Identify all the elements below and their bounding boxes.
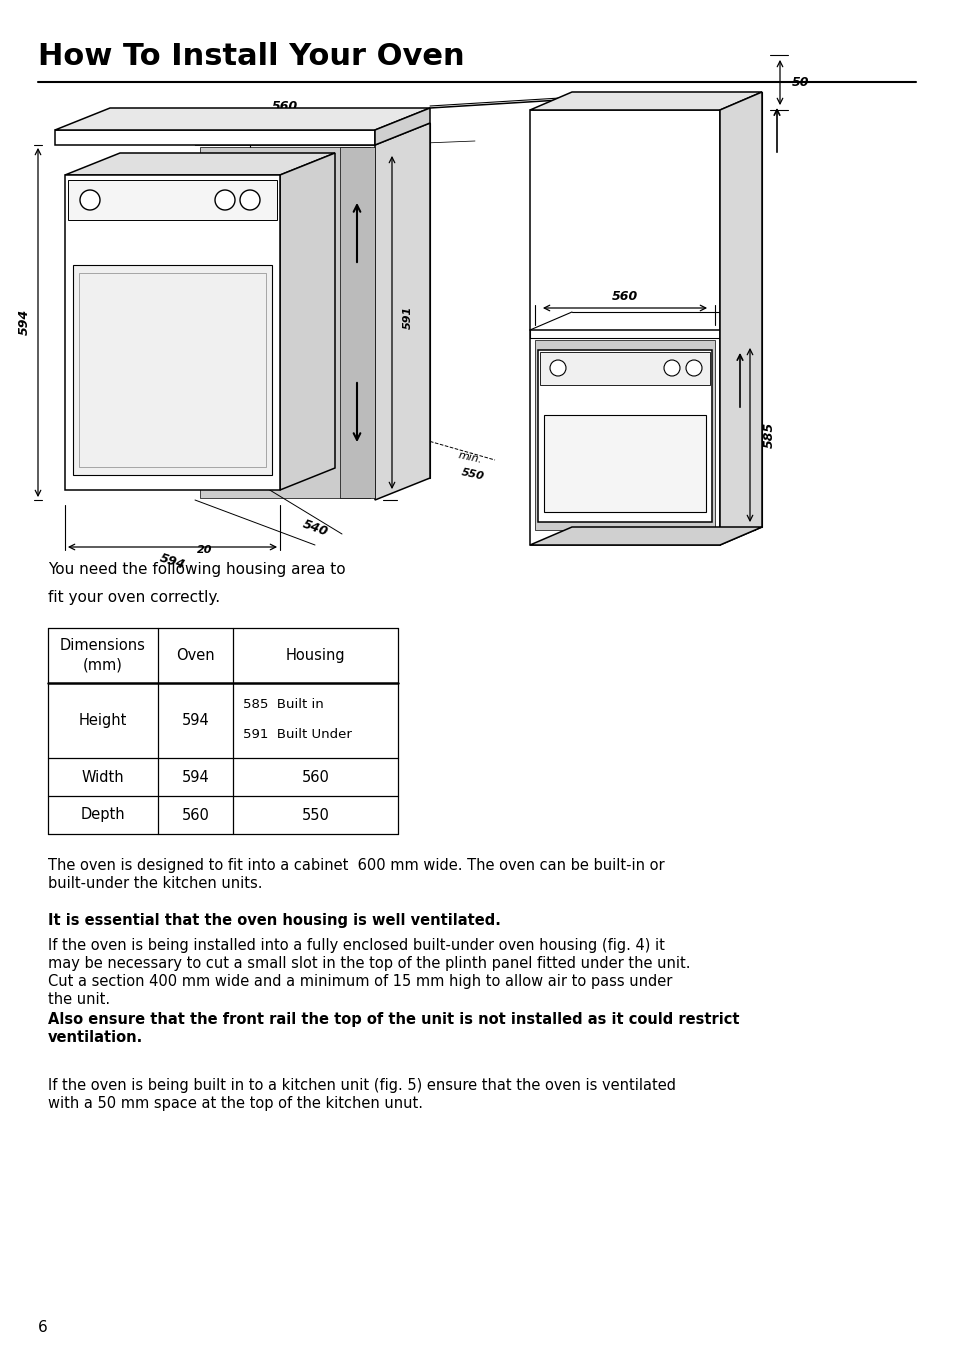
- Text: 6: 6: [38, 1320, 48, 1334]
- Circle shape: [550, 360, 565, 376]
- Text: The oven is designed to fit into a cabinet  600 mm wide. The oven can be built-i: The oven is designed to fit into a cabin…: [48, 859, 664, 873]
- Polygon shape: [530, 110, 720, 545]
- Polygon shape: [535, 339, 714, 530]
- Text: 560: 560: [272, 100, 297, 114]
- Polygon shape: [55, 108, 430, 130]
- Polygon shape: [530, 92, 761, 110]
- Text: Dimensions
(mm): Dimensions (mm): [60, 638, 146, 673]
- Circle shape: [80, 191, 100, 210]
- Text: Also ensure that the front rail the top of the unit is not installed as it could: Also ensure that the front rail the top …: [48, 1013, 739, 1028]
- Text: 594: 594: [17, 308, 30, 335]
- Circle shape: [214, 191, 234, 210]
- Polygon shape: [65, 174, 280, 489]
- Text: Cut a section 400 mm wide and a minimum of 15 mm high to allow air to pass under: Cut a section 400 mm wide and a minimum …: [48, 973, 672, 990]
- Text: Height: Height: [79, 713, 127, 727]
- Text: fit your oven correctly.: fit your oven correctly.: [48, 589, 220, 604]
- Text: 555: 555: [136, 164, 163, 177]
- Text: It is essential that the oven housing is well ventilated.: It is essential that the oven housing is…: [48, 913, 500, 927]
- Circle shape: [663, 360, 679, 376]
- Text: Depth: Depth: [81, 807, 125, 822]
- Polygon shape: [572, 92, 761, 527]
- Polygon shape: [55, 130, 375, 145]
- Text: 594: 594: [181, 713, 209, 727]
- Polygon shape: [539, 352, 709, 385]
- Polygon shape: [375, 123, 430, 500]
- Text: built-under the kitchen units.: built-under the kitchen units.: [48, 876, 262, 891]
- Text: 591: 591: [402, 306, 413, 329]
- Text: 550: 550: [460, 468, 485, 483]
- Polygon shape: [530, 527, 761, 545]
- Text: If the oven is being installed into a fully enclosed built-under oven housing (f: If the oven is being installed into a fu…: [48, 938, 664, 953]
- Polygon shape: [65, 153, 335, 174]
- Polygon shape: [280, 153, 335, 489]
- Text: 585: 585: [762, 422, 775, 448]
- Polygon shape: [250, 123, 430, 479]
- Text: 560: 560: [611, 291, 638, 303]
- Text: How To Install Your Oven: How To Install Your Oven: [38, 42, 464, 72]
- Polygon shape: [194, 123, 430, 145]
- Polygon shape: [375, 108, 430, 145]
- Polygon shape: [720, 92, 761, 545]
- Text: 560: 560: [181, 807, 210, 822]
- Text: with a 50 mm space at the top of the kitchen unut.: with a 50 mm space at the top of the kit…: [48, 1096, 422, 1111]
- Polygon shape: [339, 147, 375, 498]
- Text: ventilation.: ventilation.: [48, 1030, 143, 1045]
- Text: 594: 594: [157, 552, 186, 572]
- Polygon shape: [68, 180, 276, 220]
- Text: Housing: Housing: [285, 648, 345, 662]
- Text: Width: Width: [82, 769, 124, 784]
- Text: 585  Built in: 585 Built in: [243, 699, 323, 711]
- Text: Oven: Oven: [176, 648, 214, 662]
- Polygon shape: [200, 147, 370, 498]
- Circle shape: [240, 191, 260, 210]
- Text: min.: min.: [456, 450, 482, 465]
- Circle shape: [685, 360, 701, 376]
- Polygon shape: [537, 350, 711, 522]
- Text: 20: 20: [197, 545, 213, 556]
- Text: If the oven is being built in to a kitchen unit (fig. 5) ensure that the oven is: If the oven is being built in to a kitch…: [48, 1078, 676, 1092]
- Polygon shape: [73, 265, 272, 475]
- Text: 594: 594: [181, 769, 209, 784]
- Text: 550: 550: [301, 807, 329, 822]
- Polygon shape: [543, 415, 705, 512]
- Text: the unit.: the unit.: [48, 992, 110, 1007]
- Text: 591  Built Under: 591 Built Under: [243, 729, 352, 741]
- Text: 560: 560: [301, 769, 329, 784]
- Text: 50: 50: [791, 77, 809, 89]
- Text: may be necessary to cut a small slot in the top of the plinth panel fitted under: may be necessary to cut a small slot in …: [48, 956, 690, 971]
- Text: 540: 540: [300, 518, 329, 538]
- Text: You need the following housing area to: You need the following housing area to: [48, 562, 345, 577]
